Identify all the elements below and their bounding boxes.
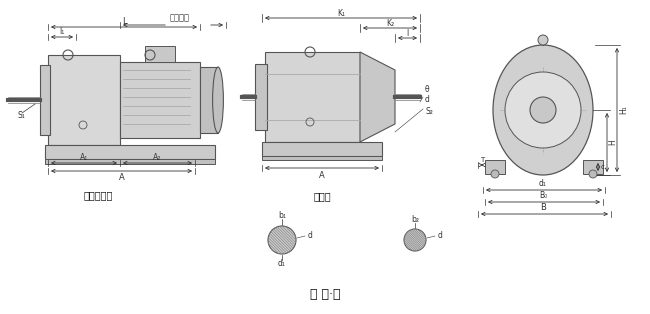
Text: A₁: A₁ — [80, 154, 88, 163]
Text: d₁: d₁ — [278, 258, 286, 268]
Text: L: L — [122, 18, 126, 26]
Text: B₀: B₀ — [539, 192, 547, 201]
Circle shape — [589, 170, 597, 178]
Circle shape — [530, 97, 556, 123]
Text: d: d — [425, 95, 430, 104]
Text: A: A — [118, 174, 124, 182]
Text: d: d — [308, 230, 313, 240]
Bar — [45, 145, 215, 159]
Text: l: l — [406, 30, 409, 39]
Text: S₂: S₂ — [425, 107, 433, 116]
Text: 图 三·一: 图 三·一 — [310, 289, 340, 301]
Text: A: A — [319, 171, 325, 180]
Bar — [262, 142, 382, 156]
Bar — [45, 159, 215, 164]
Text: S₁: S₁ — [18, 111, 26, 120]
Ellipse shape — [213, 67, 224, 133]
Text: θ: θ — [425, 84, 430, 94]
Ellipse shape — [493, 45, 593, 175]
Circle shape — [268, 226, 296, 254]
Text: 电机尺寸: 电机尺寸 — [170, 14, 190, 23]
Text: 双轴型: 双轴型 — [313, 191, 331, 201]
Text: c: c — [601, 164, 605, 170]
Text: d: d — [438, 230, 443, 240]
Text: K₁: K₁ — [337, 9, 345, 19]
Bar — [265, 52, 360, 142]
Bar — [120, 62, 200, 138]
Bar — [40, 65, 50, 135]
Polygon shape — [360, 52, 395, 142]
Circle shape — [505, 72, 581, 148]
Text: d₁: d₁ — [539, 180, 547, 188]
Text: b₁: b₁ — [278, 212, 286, 220]
Text: T: T — [480, 157, 484, 163]
Bar — [48, 55, 120, 145]
Text: 电机直联型: 电机直联型 — [83, 190, 112, 200]
Bar — [262, 156, 382, 160]
Text: A₂: A₂ — [153, 154, 162, 163]
Text: B: B — [540, 203, 546, 213]
Bar — [485, 160, 505, 174]
Text: l₁: l₁ — [59, 28, 64, 36]
Circle shape — [538, 35, 548, 45]
Bar — [200, 67, 218, 133]
Text: H₁: H₁ — [619, 106, 629, 114]
Circle shape — [491, 170, 499, 178]
Bar — [255, 64, 267, 130]
Circle shape — [404, 229, 426, 251]
Text: b₂: b₂ — [411, 215, 419, 225]
Text: H: H — [608, 140, 618, 145]
Bar — [583, 160, 603, 174]
Text: K₂: K₂ — [386, 19, 394, 29]
Bar — [145, 46, 175, 62]
